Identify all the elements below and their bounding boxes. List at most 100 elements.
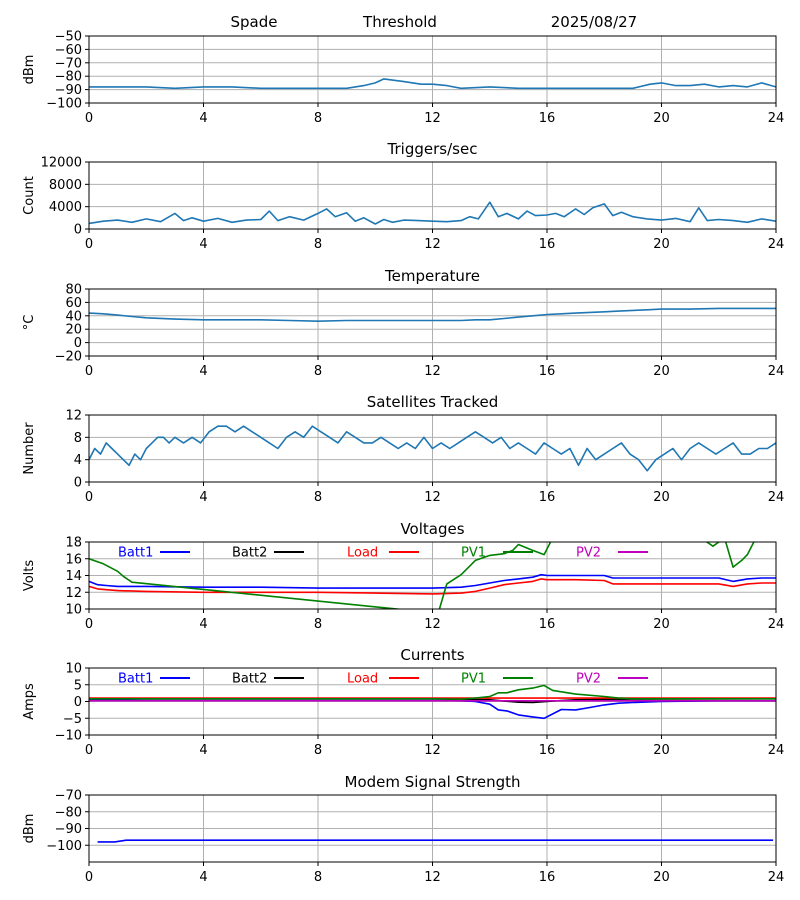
x-tick-label: 16 [539,237,556,252]
y-axis-label: dBm [22,55,37,85]
x-tick-label: 8 [314,237,322,252]
panel-currents: 0 4 8 12 16 20 24 −10 −5 0 510 Currents Amps Batt1 Bat… [22,646,784,758]
x-tick-label: 0 [85,111,93,126]
x-tick-label: 4 [199,490,207,505]
y-tick-label: 5 [74,678,82,693]
series-line-load [89,578,776,595]
x-tick-label: 16 [539,743,556,758]
legend-label-load: Load [347,546,378,561]
x-tick-label: 24 [768,237,785,252]
x-tick-label: 12 [424,237,441,252]
legend-label-pv2: PV2 [576,672,601,687]
panel-title: Satellites Tracked [367,393,498,411]
series-group [89,684,776,720]
y-tick-label: 4 [74,453,82,468]
series-line-0 [89,425,776,472]
legend-label-batt1: Batt1 [118,546,153,561]
legend-label-pv2: PV2 [576,546,601,561]
panel-title: Triggers/sec [387,140,478,158]
y-axis-label: Amps [22,683,37,720]
series-group [89,307,776,323]
y-tick-label: 14 [65,569,82,584]
x-tick-label: 0 [85,870,93,885]
x-tick-label: 20 [653,111,670,126]
y-axis-label: Volts [22,560,37,592]
series-line-0 [89,201,776,225]
series-line-0 [89,307,776,323]
x-tick-label: 8 [314,743,322,758]
y-tick-label: 10 [65,603,82,618]
series-line-pv1 [89,684,776,701]
x-tick-label: 8 [314,490,322,505]
x-tick-label: 16 [539,364,556,379]
x-tick-label: 20 [653,743,670,758]
x-tick-label: 0 [85,237,93,252]
y-axis-label: Number [22,422,37,475]
x-tick-label: 20 [653,364,670,379]
y-tick-label: 12 [65,409,82,424]
y-tick-label: −90 [55,83,82,98]
y-tick-label: 0 [74,695,82,710]
legend-label-pv1: PV1 [461,546,486,561]
y-tick-label: 8000 [49,178,82,193]
y-tick-label: −80 [55,805,82,820]
x-tick-label: 20 [653,870,670,885]
legend-label-load: Load [347,672,378,687]
x-tick-label: 12 [424,743,441,758]
y-axis-label: °C [22,315,37,331]
y-tick-label: 4000 [49,200,82,215]
y-tick-label: −60 [55,43,82,58]
x-tick-label: 24 [768,490,785,505]
panel-triggers: 0 4 8 12 16 20 24 0 4000 8000 12000 Triggers/sec Cou… [22,140,784,252]
x-tick-label: 24 [768,870,785,885]
x-tick-label: 0 [85,743,93,758]
y-tick-label: 16 [65,552,82,567]
x-tick-label: 4 [199,364,207,379]
x-tick-label: 12 [424,111,441,126]
y-tick-label: 20 [65,323,82,338]
y-axis-label: Count [22,176,37,215]
legend-label-batt2: Batt2 [232,546,267,561]
x-tick-label: 16 [539,490,556,505]
y-tick-label: −100 [46,97,82,112]
series-group [89,425,776,472]
y-tick-label: −20 [55,350,82,365]
x-tick-label: 24 [768,743,785,758]
x-tick-label: 24 [768,617,785,632]
panel-threshold: 0 4 8 12 16 20 24 −100−90−80−70−60−50 dBm [22,30,784,127]
x-tick-label: 20 [653,237,670,252]
x-tick-label: 4 [199,237,207,252]
y-tick-label: −5 [63,712,82,727]
x-tick-label: 4 [199,743,207,758]
series-line-pv1 [89,542,755,609]
x-tick-label: 24 [768,111,785,126]
y-tick-label: −70 [55,56,82,71]
y-tick-label: 18 [65,536,82,551]
y-tick-label: 0 [74,223,82,238]
x-tick-label: 0 [85,364,93,379]
x-tick-label: 16 [539,111,556,126]
y-tick-label: 80 [65,283,82,298]
x-tick-label: 8 [314,617,322,632]
header-mode: Threshold [362,13,437,31]
y-tick-label: −80 [55,70,82,85]
x-tick-label: 12 [424,870,441,885]
x-tick-label: 12 [424,364,441,379]
x-tick-label: 20 [653,617,670,632]
y-axis-label: dBm [22,814,37,844]
series-line-0 [89,78,776,90]
x-tick-label: 0 [85,617,93,632]
panel-title: Voltages [400,520,464,538]
x-tick-label: 8 [314,870,322,885]
y-tick-label: −10 [55,729,82,744]
header-date: 2025/08/27 [551,13,637,31]
legend-label-batt2: Batt2 [232,672,267,687]
series-line-0 [97,839,774,843]
series-group [89,542,776,609]
x-tick-label: 12 [424,490,441,505]
y-tick-label: 60 [65,296,82,311]
y-tick-label: 12000 [41,156,82,171]
x-tick-label: 20 [653,490,670,505]
y-tick-label: 40 [65,309,82,324]
